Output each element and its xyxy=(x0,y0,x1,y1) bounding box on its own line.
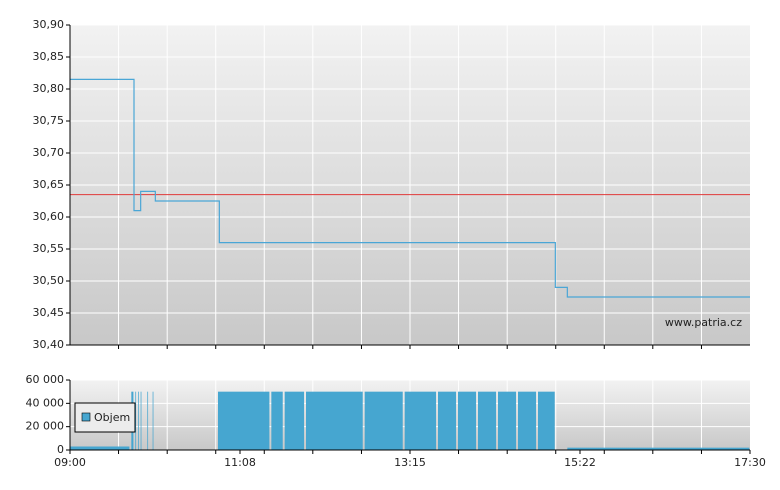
y-tick-label: 30,90 xyxy=(33,18,65,31)
y-tick-label: 30,45 xyxy=(33,306,65,319)
volume-bar xyxy=(271,391,283,450)
y-tick-label: 30,85 xyxy=(33,50,65,63)
volume-bar xyxy=(152,391,154,450)
price-line xyxy=(70,78,750,298)
y-tick-label: 30,60 xyxy=(33,210,65,223)
volume-bar xyxy=(140,391,142,450)
y-tick-label: 60 000 xyxy=(26,373,65,386)
x-tick-label: 15:22 xyxy=(564,456,596,469)
x-tick-label: 09:00 xyxy=(54,456,86,469)
legend: Objem xyxy=(74,402,136,433)
watermark: www.patria.cz xyxy=(665,316,742,329)
legend-swatch xyxy=(81,412,91,422)
volume-bar xyxy=(518,391,537,450)
y-tick-label: 20 000 xyxy=(26,420,65,433)
y-tick-label: 30,65 xyxy=(33,178,65,191)
y-tick-label: 30,80 xyxy=(33,82,65,95)
y-tick-label: 30,55 xyxy=(33,242,65,255)
x-tick-label: 13:15 xyxy=(394,456,426,469)
volume-bar xyxy=(538,391,555,450)
volume-bar xyxy=(284,391,305,450)
y-tick-label: 30,70 xyxy=(33,146,65,159)
y-tick-label: 30,50 xyxy=(33,274,65,287)
volume-bar xyxy=(138,391,139,450)
legend-label: Objem xyxy=(94,411,130,424)
volume-bar xyxy=(404,391,437,450)
volume-bar xyxy=(70,446,130,450)
volume-bar xyxy=(458,391,477,450)
volume-bar xyxy=(364,391,403,450)
volume-bar xyxy=(498,391,517,450)
volume-bar xyxy=(218,391,270,450)
y-tick-label: 30,40 xyxy=(33,338,65,351)
y-tick-label: 40 000 xyxy=(26,396,65,409)
volume-bar xyxy=(438,391,457,450)
volume-bar xyxy=(567,447,750,450)
volume-bar xyxy=(478,391,497,450)
volume-bar xyxy=(306,391,363,450)
y-tick-label: 30,75 xyxy=(33,114,65,127)
y-tick-label: 0 xyxy=(57,443,64,456)
x-tick-label: 11:08 xyxy=(224,456,256,469)
x-tick-label: 17:30 xyxy=(734,456,766,469)
volume-bar xyxy=(147,391,149,450)
volume-bar xyxy=(135,391,137,450)
